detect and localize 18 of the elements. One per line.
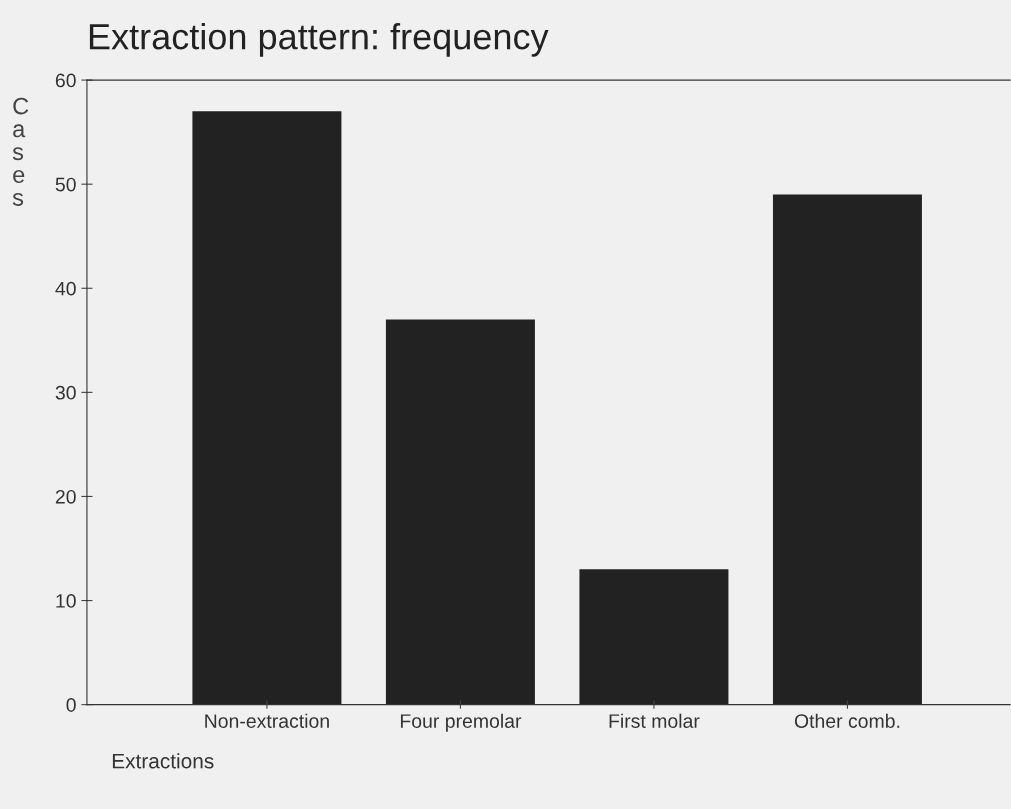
y-tick-label: 60: [55, 73, 76, 88]
bar: [192, 111, 342, 705]
bar: [385, 319, 535, 705]
y-tick-label: 0: [66, 698, 76, 712]
x-axis-title: Extractions: [112, 753, 214, 769]
y-tick-label: 40: [55, 281, 76, 296]
y-tick-label: 30: [55, 385, 76, 400]
y-tick-label: 50: [55, 177, 76, 192]
y-tick-label: 10: [56, 594, 76, 608]
x-tick-label: First molar: [609, 713, 700, 728]
x-tick-label: Other comb.: [794, 713, 900, 728]
chart-title: Extraction pattern: frequency: [89, 22, 549, 57]
bar: [579, 569, 729, 705]
x-tick-label: Four premolar: [400, 713, 522, 732]
y-tick-label: 20: [55, 489, 76, 504]
y-axis-title: Cases: [12, 97, 29, 206]
bar: [772, 194, 922, 705]
x-tick-label: Non-extraction: [205, 713, 329, 728]
